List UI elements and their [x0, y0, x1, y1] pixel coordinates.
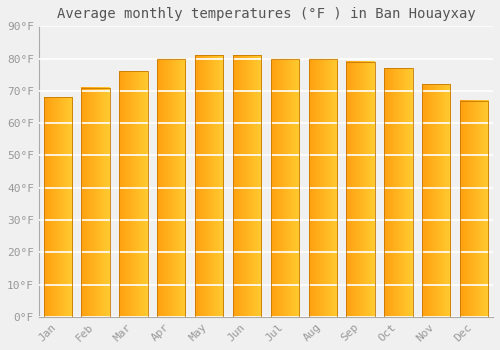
Bar — [195, 55, 224, 317]
Bar — [422, 84, 450, 317]
Title: Average monthly temperatures (°F ) in Ban Houayxay: Average monthly temperatures (°F ) in Ba… — [56, 7, 476, 21]
Bar — [270, 58, 299, 317]
Bar — [308, 58, 337, 317]
Bar — [44, 97, 72, 317]
Bar — [460, 100, 488, 317]
Bar — [157, 58, 186, 317]
Bar — [233, 55, 261, 317]
Bar — [119, 71, 148, 317]
Bar — [384, 68, 412, 317]
Bar — [82, 88, 110, 317]
Bar — [346, 62, 375, 317]
